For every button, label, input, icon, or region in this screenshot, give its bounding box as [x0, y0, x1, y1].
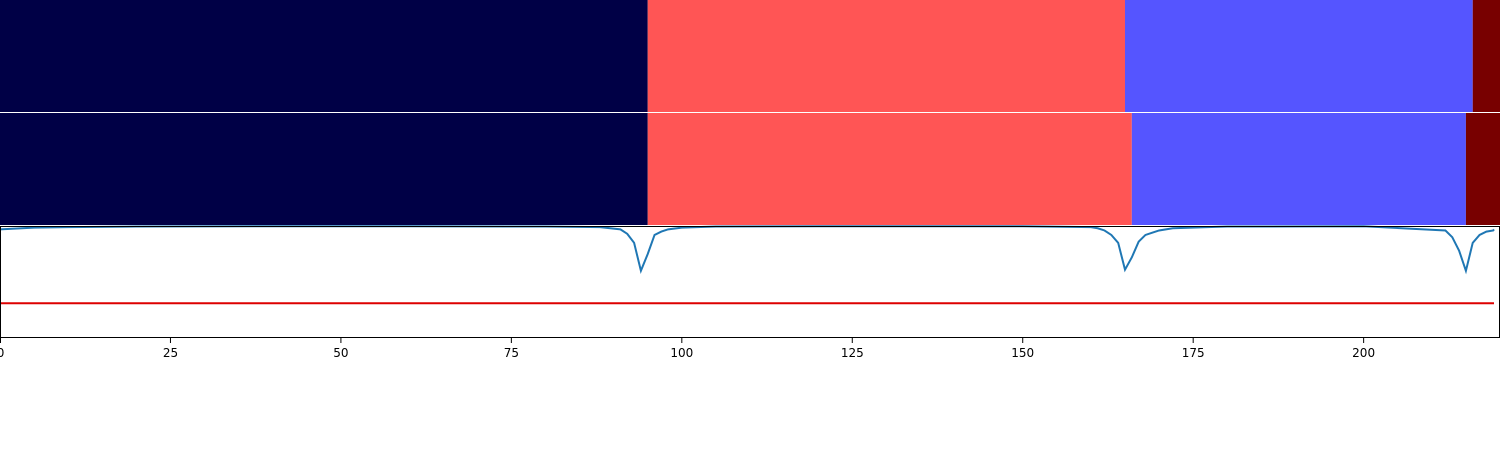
- x-axis: 0 25 50 75 100 125 150 175 200: [0, 338, 1375, 360]
- segment: [1131, 113, 1466, 225]
- segment: [647, 0, 1125, 112]
- segment: [1125, 0, 1473, 112]
- line-panel: [0, 225, 1500, 338]
- x-tick-label: 200: [1352, 346, 1375, 360]
- x-tick-label: 0: [0, 346, 4, 360]
- x-tick-label: 50: [333, 346, 348, 360]
- segment: [0, 113, 648, 225]
- x-tick-label: 100: [670, 346, 693, 360]
- segment: [0, 0, 648, 112]
- x-tick-label: 75: [504, 346, 519, 360]
- x-tick-label: 25: [163, 346, 178, 360]
- segment-row: [0, 113, 1500, 225]
- segment: [647, 113, 1132, 225]
- segment-row: [0, 0, 1500, 112]
- x-tick-label: 125: [841, 346, 864, 360]
- segment: [1465, 113, 1500, 225]
- segment: [1472, 0, 1500, 112]
- x-tick-label: 175: [1182, 346, 1205, 360]
- segment-rows: [0, 0, 1500, 225]
- line-panel-background: [0, 226, 1500, 338]
- series-line: [0, 225, 1495, 275]
- x-tick-label: 150: [1011, 346, 1034, 360]
